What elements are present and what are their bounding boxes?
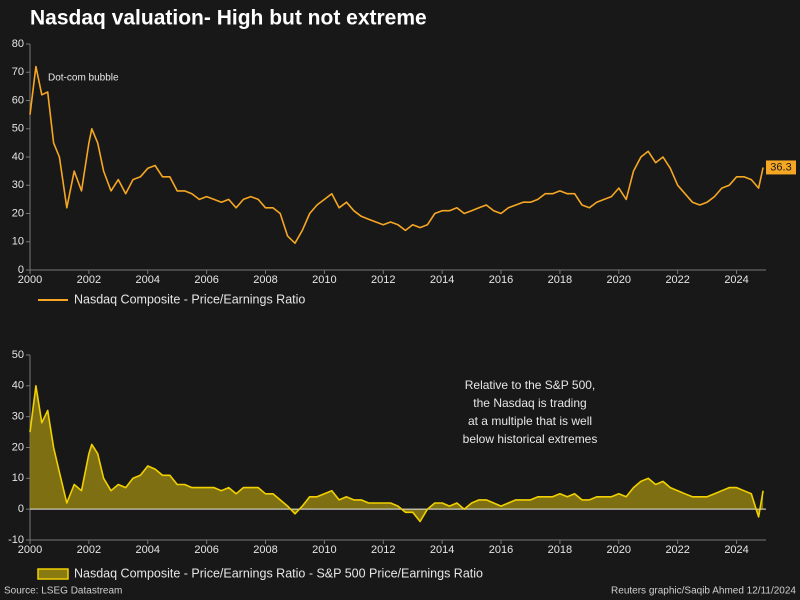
x-tick-label: 2000 [18, 544, 42, 556]
annotation: the Nasdaq is trading [473, 396, 586, 410]
area [30, 385, 764, 522]
y-tick-label: 30 [12, 411, 24, 423]
y-tick-label: 30 [12, 179, 24, 191]
x-tick-label: 2014 [430, 274, 454, 286]
y-tick-label: 80 [12, 38, 24, 50]
y-tick-label: 20 [12, 441, 24, 453]
x-tick-label: 2024 [724, 544, 748, 556]
y-tick-label: 40 [12, 380, 24, 392]
x-tick-label: 2022 [665, 544, 689, 556]
x-tick-label: 2016 [489, 544, 513, 556]
x-tick-label: 2020 [607, 544, 631, 556]
chart-title: Nasdaq valuation- High but not extreme [30, 7, 427, 30]
legend-label: Nasdaq Composite - Price/Earnings Ratio [74, 292, 305, 306]
x-tick-label: 2006 [194, 544, 218, 556]
line [29, 65, 764, 244]
legend-label: Nasdaq Composite - Price/Earnings Ratio … [74, 566, 483, 580]
annotation: Dot-com bubble [48, 73, 119, 84]
annotation: at a multiple that is well [468, 414, 592, 428]
x-tick-label: 2000 [18, 274, 42, 286]
value-label-box [766, 160, 796, 175]
x-tick-label: 2010 [312, 544, 336, 556]
line [29, 385, 764, 523]
x-tick-label: 2010 [312, 274, 336, 286]
x-tick-label: 2012 [371, 274, 395, 286]
y-tick-label: 10 [12, 236, 24, 248]
x-tick-label: 2012 [371, 544, 395, 556]
x-tick-label: 2016 [489, 274, 513, 286]
y-tick-label: 60 [12, 94, 24, 106]
legend-swatch [37, 568, 69, 580]
x-tick-label: 2018 [548, 544, 572, 556]
x-tick-label: 2002 [77, 274, 101, 286]
x-tick-label: 2008 [253, 544, 277, 556]
value-label: 36.3 [770, 161, 791, 173]
x-tick-label: 2014 [430, 544, 454, 556]
x-tick-label: 2002 [77, 544, 101, 556]
y-tick-label: 0 [18, 503, 24, 515]
y-tick-label: -10 [8, 534, 24, 546]
y-tick-label: 10 [12, 472, 24, 484]
x-tick-label: 2024 [724, 274, 748, 286]
x-tick-label: 2020 [607, 274, 631, 286]
y-tick-label: 50 [12, 349, 24, 361]
x-tick-label: 2006 [194, 274, 218, 286]
source: Source: LSEG Datastream [4, 586, 122, 597]
x-tick-label: 2008 [253, 274, 277, 286]
annotation: Relative to the S&P 500, [465, 378, 596, 392]
x-tick-label: 2004 [136, 544, 160, 556]
annotation: below historical extremes [463, 432, 598, 446]
y-tick-label: 20 [12, 207, 24, 219]
x-tick-label: 2022 [665, 274, 689, 286]
y-tick-label: 40 [12, 151, 24, 163]
credit: Reuters graphic/Saqib Ahmed 12/11/2024 [611, 586, 796, 597]
x-tick-label: 2004 [136, 274, 160, 286]
y-tick-label: 50 [12, 123, 24, 135]
y-tick-label: 0 [18, 264, 24, 276]
x-tick-label: 2018 [548, 274, 572, 286]
y-tick-label: 70 [12, 66, 24, 78]
